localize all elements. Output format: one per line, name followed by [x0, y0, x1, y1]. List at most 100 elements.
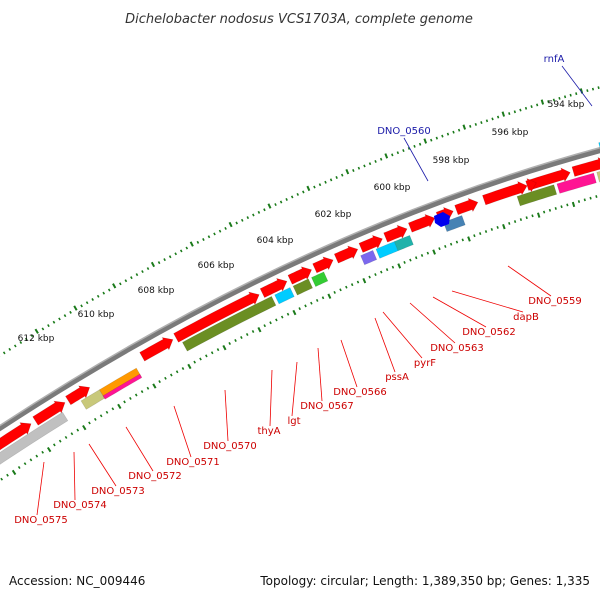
tick-mark	[140, 390, 144, 394]
tick-mark	[29, 458, 33, 462]
forward-gene-arrow	[528, 167, 571, 190]
tick-mark	[35, 454, 39, 458]
leader-line	[269, 369, 273, 427]
tick-mark	[34, 328, 39, 334]
kbp-label-604: 604 kbp	[257, 236, 294, 246]
forward-gene-arrow	[259, 277, 288, 299]
tick-mark	[19, 341, 23, 344]
forward-gene-arrow	[571, 156, 600, 177]
tick-mark	[164, 376, 167, 380]
leader-line	[224, 389, 229, 442]
tick-mark	[455, 240, 459, 244]
tick-mark	[435, 136, 438, 140]
tick-mark	[524, 106, 528, 110]
tick-mark	[530, 105, 533, 109]
gene-label-DNO_0573: DNO_0573	[91, 486, 145, 497]
leader-line	[173, 405, 192, 458]
tick-mark	[302, 190, 305, 194]
tick-mark	[240, 335, 243, 339]
gene-label-lgt: lgt	[287, 416, 300, 427]
forward-gene-arrow	[407, 213, 436, 233]
tick-mark	[469, 124, 472, 128]
tick-mark	[490, 228, 493, 231]
tick-mark	[286, 312, 290, 316]
tick-mark	[540, 99, 545, 105]
kbp-label-608: 608 kbp	[138, 286, 175, 296]
tick-mark	[329, 178, 333, 182]
leader-line	[317, 347, 323, 402]
gene-label-dapB: dapB	[513, 312, 539, 323]
tick-mark	[181, 367, 185, 371]
tick-mark	[318, 183, 322, 187]
tick-mark	[73, 305, 78, 311]
forward-gene-arrow	[0, 422, 32, 451]
tick-mark	[111, 407, 115, 411]
tick-mark	[501, 111, 506, 117]
forward-gene-arrow	[139, 337, 174, 362]
tick-mark	[496, 115, 500, 119]
forward-gene-arrow	[482, 180, 528, 206]
gene-label-DNO_0560: DNO_0560	[377, 126, 431, 137]
colored-feature	[311, 271, 329, 287]
tick-mark	[285, 198, 288, 201]
tick-mark	[552, 98, 556, 102]
colored-feature	[99, 367, 142, 399]
leader-line	[507, 265, 552, 297]
leader-line	[340, 339, 358, 388]
tick-mark	[313, 185, 316, 189]
tick-mark	[480, 121, 483, 125]
tick-mark	[107, 288, 111, 292]
genome-backbone	[0, 148, 600, 432]
kbp-label-612: 612 kbp	[18, 334, 55, 344]
tick-mark	[80, 304, 83, 308]
tick-mark	[508, 222, 511, 225]
kbp-label-598: 598 kbp	[433, 156, 470, 166]
tick-mark	[234, 339, 237, 342]
gene-label-DNO_0562: DNO_0562	[462, 327, 516, 338]
tick-mark	[485, 119, 489, 123]
tick-mark	[577, 200, 581, 203]
tick-mark	[554, 207, 557, 210]
tick-mark	[327, 293, 332, 299]
gene-label-DNO_0571: DNO_0571	[166, 457, 220, 468]
tick-mark	[566, 203, 569, 207]
tick-mark	[102, 291, 106, 295]
genome-backbone-highlight	[0, 146, 600, 427]
tick-mark	[228, 221, 233, 228]
colored-feature	[292, 278, 314, 296]
tick-mark	[11, 469, 17, 476]
tick-mark	[185, 246, 189, 250]
tick-mark	[70, 432, 74, 436]
tick-mark	[415, 256, 418, 260]
tick-mark	[420, 253, 424, 257]
tick-mark	[117, 403, 122, 410]
tick-mark	[224, 226, 227, 230]
tick-mark	[363, 164, 366, 168]
forward-gene-arrow	[173, 291, 260, 343]
tick-mark	[484, 230, 488, 233]
forward-gene-arrow	[525, 177, 537, 193]
tick-mark	[245, 333, 249, 336]
tick-mark	[63, 314, 67, 318]
tick-mark	[135, 273, 139, 277]
kbp-label-596: 596 kbp	[492, 128, 529, 138]
tick-mark	[64, 435, 68, 439]
tick-mark	[296, 192, 300, 196]
tick-mark	[41, 327, 45, 331]
tick-mark	[235, 221, 238, 225]
tick-mark	[426, 251, 430, 255]
tick-mark	[402, 149, 405, 153]
genome-summary-text: Topology: circular; Length: 1,389,350 bp…	[259, 574, 590, 588]
tick-mark	[8, 347, 12, 351]
tick-mark	[591, 87, 595, 91]
tick-mark	[82, 424, 87, 431]
tick-mark	[519, 218, 523, 222]
colored-feature	[0, 411, 69, 465]
tick-mark	[430, 138, 433, 142]
tick-mark	[105, 410, 109, 414]
tick-mark	[179, 249, 183, 253]
leader-line	[73, 451, 76, 501]
tick-mark	[251, 330, 255, 334]
kbp-tick-arc	[0, 86, 600, 358]
